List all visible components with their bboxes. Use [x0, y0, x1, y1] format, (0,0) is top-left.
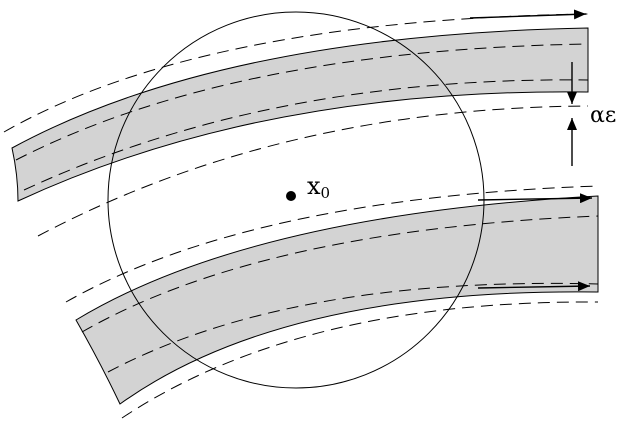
point-x0-subscript: 0: [321, 184, 331, 202]
upper-flow-arrow: [469, 9, 587, 20]
point-x0-letter: x: [307, 172, 321, 200]
lower-flow-arrow: [477, 281, 591, 292]
point-x0-label: x0: [307, 172, 330, 202]
middle-flow-arrow: [477, 193, 593, 204]
upper-band-dash-inner-bottom: [23, 79, 589, 191]
upper-band: [11, 27, 589, 202]
lower-band-dash-inner-top: [81, 215, 599, 333]
upper-band-dash-outer-bottom: [37, 105, 589, 237]
lower-band: [75, 195, 599, 405]
gap-label: αε: [590, 103, 616, 128]
lower-band-dash-inner-bottom: [107, 282, 599, 373]
neighborhood-circle: [107, 11, 485, 389]
point-x0-dot: [286, 191, 296, 201]
lower-band-dash-outer-top: [65, 185, 599, 303]
lower-band-dash-outer-bottom: [121, 301, 599, 419]
